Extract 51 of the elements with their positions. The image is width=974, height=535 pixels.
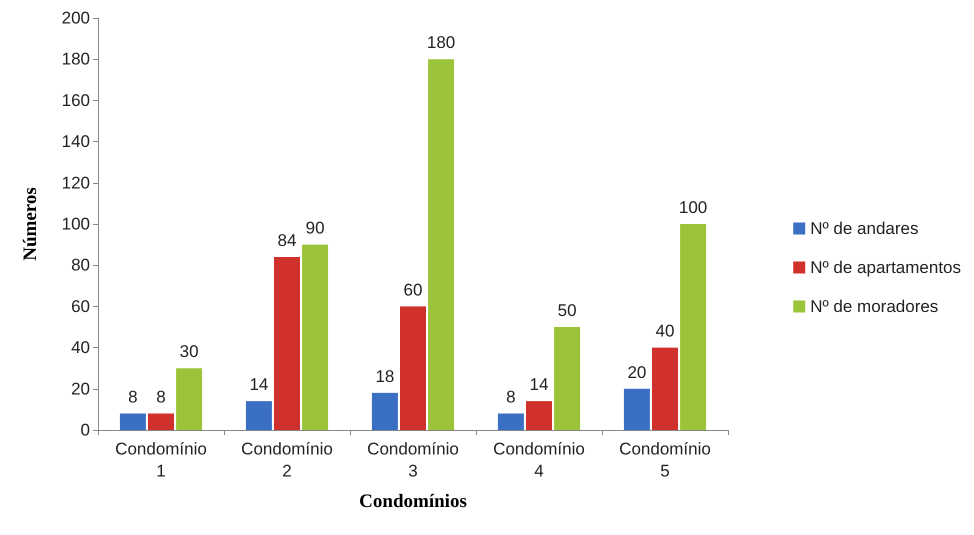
- legend-label: Nº de moradores: [810, 297, 938, 316]
- y-tick-label: 160: [62, 90, 90, 110]
- data-label: 90: [306, 218, 325, 238]
- y-axis-title: Números: [20, 187, 41, 261]
- x-tick-label: Condomínio 5: [619, 440, 711, 480]
- data-label: 8: [156, 388, 166, 407]
- x-tick-label: Condomínio 4: [493, 440, 585, 480]
- x-tick-label: Condomínio 3: [367, 440, 459, 480]
- bar: [526, 401, 552, 430]
- bar: [372, 392, 398, 430]
- y-tick-label: 40: [71, 338, 90, 358]
- data-label: 100: [678, 198, 708, 217]
- y-tick-label: 120: [62, 173, 90, 192]
- data-label: 30: [180, 342, 199, 362]
- data-label: 40: [656, 322, 674, 341]
- y-tick-label: 20: [71, 379, 90, 398]
- x-tick-label: Condomínio 1: [115, 440, 207, 480]
- legend-label: Nº de apartamentos: [810, 258, 962, 277]
- bar: [176, 368, 202, 430]
- y-tick-label: 0: [80, 420, 90, 440]
- data-label: 84: [278, 230, 296, 250]
- bar: [274, 256, 300, 430]
- y-tick-label: 200: [62, 8, 90, 28]
- data-label: 180: [426, 33, 456, 52]
- legend-label: Nº de andares: [810, 219, 918, 238]
- bar: [498, 414, 524, 430]
- bar: [246, 401, 272, 430]
- bar: [302, 244, 328, 430]
- data-label: 14: [530, 375, 548, 394]
- bar: [652, 348, 678, 430]
- y-tick-label: 100: [62, 214, 90, 234]
- data-label: 8: [506, 388, 516, 407]
- data-label: 18: [375, 366, 394, 386]
- y-tick-label: 140: [62, 132, 90, 152]
- data-label: 14: [249, 375, 268, 394]
- y-tick-label: 80: [71, 256, 90, 275]
- x-axis-title: Condomínios: [359, 491, 467, 512]
- data-label: 60: [404, 280, 422, 300]
- bar: [624, 388, 650, 430]
- bar: [428, 59, 454, 430]
- y-tick-label: 60: [71, 296, 90, 316]
- bar: [148, 414, 174, 430]
- bar: [554, 327, 580, 430]
- data-label: 50: [558, 301, 577, 320]
- data-label: 20: [627, 362, 646, 382]
- bar: [400, 306, 426, 430]
- x-tick-label: Condomínio 2: [241, 440, 333, 480]
- data-label: 8: [128, 388, 138, 407]
- bar: [120, 414, 146, 430]
- y-tick-label: 180: [62, 50, 90, 69]
- bar: [680, 224, 706, 430]
